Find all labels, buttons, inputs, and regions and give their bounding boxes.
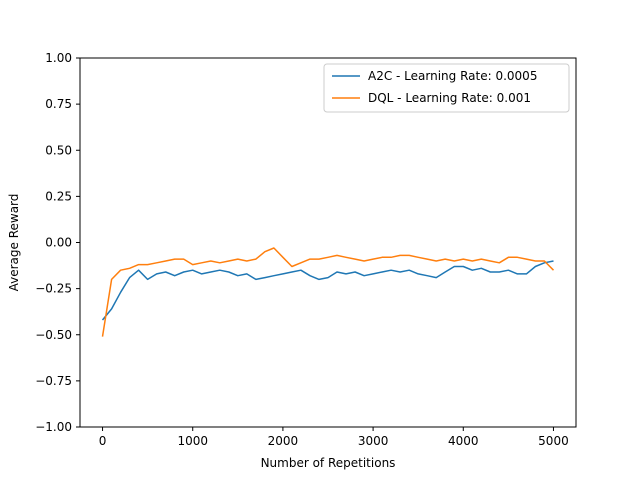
y-tick-label: −0.75 [35,374,72,388]
series-line-a2c [101,260,554,321]
y-axis-label: Average Reward [7,194,21,292]
axes-ticks: 0 1000 2000 3000 4000 5000 1.00 0.75 0.50 0.25 0.0… [35,51,569,448]
y-tick-label: 0.75 [45,97,72,111]
x-tick-label: 1000 [177,434,208,448]
axes-frame [79,57,577,428]
y-tick-label: −0.25 [35,282,72,296]
legend-label: A2C - Learning Rate: 0.0005 [368,69,537,83]
y-tick-label: −0.50 [35,328,72,342]
y-tick-label: 0.25 [45,189,72,203]
x-tick-label: 2000 [268,434,299,448]
x-axis-label: Number of Repetitions [261,456,396,470]
x-tick-label: 3000 [358,434,389,448]
y-tick-label: 1.00 [45,51,72,65]
series-line-dql [101,247,555,337]
x-tick-label: 0 [99,434,107,448]
y-tick-label: −1.00 [35,420,72,434]
y-tick-label: 0.00 [45,236,72,250]
plot-area [101,247,555,337]
y-tick-label: 0.50 [45,143,72,157]
legend: A2C - Learning Rate: 0.0005 DQL - Learnin… [323,63,570,113]
legend-box [323,63,570,113]
x-tick-label: 4000 [448,434,479,448]
x-tick-label: 5000 [538,434,569,448]
legend-label: DQL - Learning Rate: 0.001 [368,91,531,105]
